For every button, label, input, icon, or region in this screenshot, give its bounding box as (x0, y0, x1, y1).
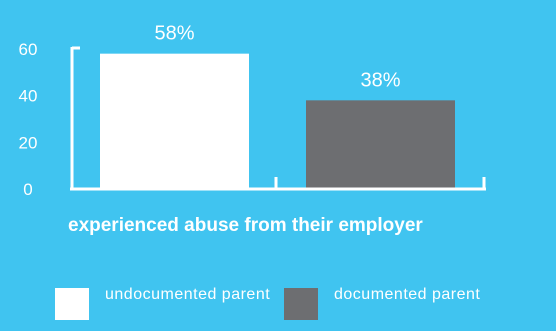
legend-label-documented: documented parent (334, 286, 481, 303)
x-axis-label: experienced abuse from their employer (68, 215, 423, 236)
y-tick-label: 0 (23, 180, 32, 199)
legend-swatch-documented (284, 288, 318, 320)
bar (100, 53, 249, 189)
y-tick-label: 60 (19, 40, 38, 59)
y-tick-label: 20 (19, 133, 38, 152)
bar-data-label: 38% (360, 69, 400, 91)
bar-data-label: 58% (154, 23, 194, 45)
legend-label-undocumented: undocumented parent (105, 286, 271, 303)
bar (306, 100, 455, 189)
legend-swatch-undocumented (55, 288, 89, 320)
y-tick-label: 40 (19, 87, 38, 106)
bar-chart: 0 20 40 60 58% 38% (19, 23, 486, 199)
